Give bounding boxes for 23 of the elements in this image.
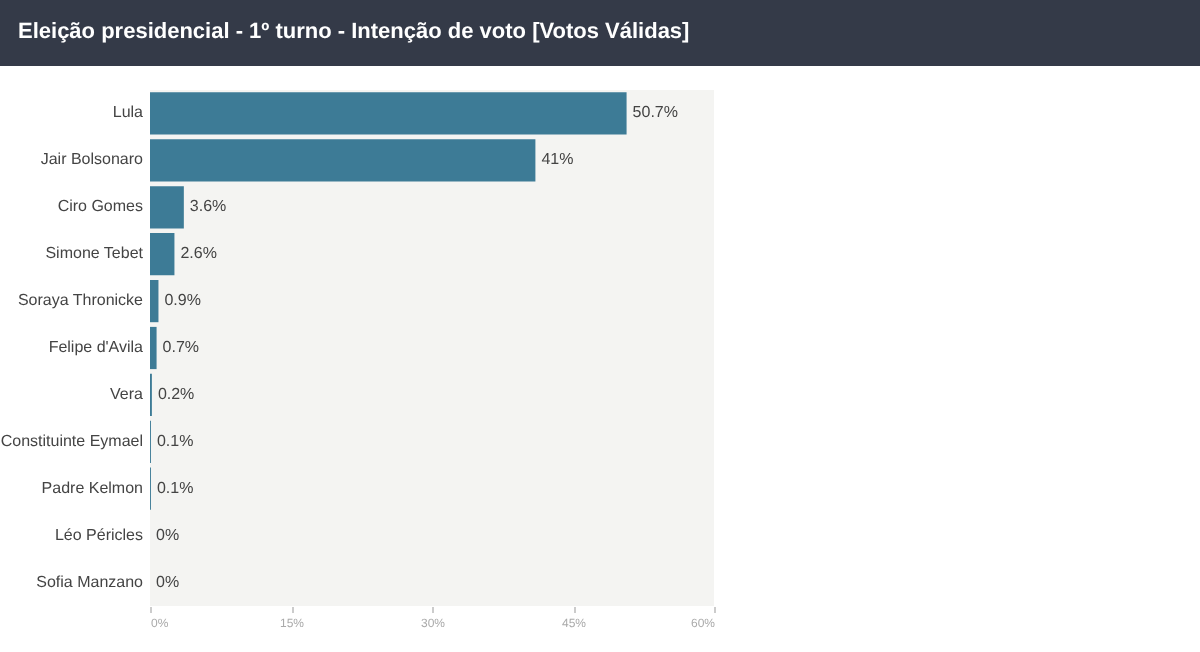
data-label: 0.1%: [156, 478, 194, 497]
data-label: 0.9%: [164, 291, 201, 310]
data-label: 0.2%: [157, 384, 195, 403]
y-tick-label: Sofia Manzano: [36, 572, 145, 591]
y-tick-label: Léo Péricles: [54, 525, 143, 544]
data-label: 0.1%: [156, 431, 194, 450]
y-tick-label: Jair Bolsonaro: [40, 150, 145, 169]
data-label: 3.6%: [189, 197, 227, 216]
data-label: 0.7%: [162, 338, 200, 356]
y-tick-label: Simone Tebet: [45, 244, 145, 263]
data-label: 50.7%: [632, 103, 678, 122]
y-tick-label: Felipe d'Avila: [48, 338, 145, 356]
y-tick-label: Vera: [110, 384, 145, 403]
data-label: 2.6%: [180, 244, 217, 263]
chart-title: Eleição presidencial - 1º turno - Intenção de voto [Votos Válidas]: [0, 0, 1200, 66]
y-tick-label: Constituinte Eymael: [0, 431, 144, 450]
y-tick-label: Lula: [112, 103, 145, 122]
data-label: 0%: [156, 525, 180, 544]
data-label: 41%: [541, 150, 574, 169]
y-tick-label: Ciro Gomes: [57, 197, 143, 216]
y-tick-label: Soraya Thronicke: [17, 291, 145, 310]
data-label: 0%: [156, 572, 180, 591]
y-tick-label: Padre Kelmon: [41, 478, 143, 497]
